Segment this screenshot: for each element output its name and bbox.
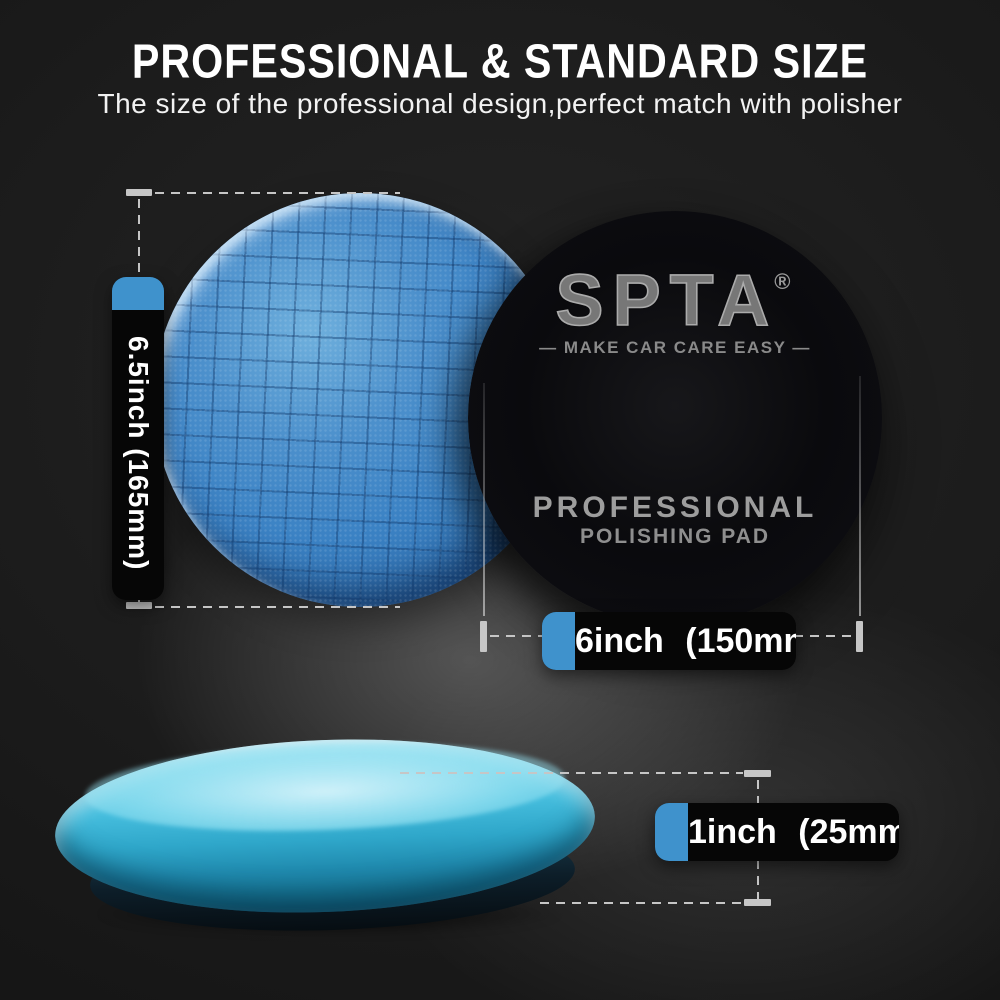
height-label-accent: [112, 277, 164, 310]
page-subtitle: The size of the professional design,perf…: [97, 88, 903, 119]
side-pad-photo: [51, 729, 600, 940]
brand-logo: SPTA: [555, 261, 779, 341]
diameter-guide-line-left: [483, 383, 485, 616]
page-title: PROFESSIONAL & STANDARD SIZE: [131, 35, 869, 89]
thickness-tick-bottom: [744, 899, 771, 906]
height-label: 6.5inch (165mm): [112, 277, 164, 600]
thickness-extension-line-bottom: [540, 902, 743, 904]
thickness-label: 1inch (25mm): [655, 803, 899, 861]
brand-logo-row: SPTA®: [468, 264, 882, 338]
thickness-label-text: 1inch (25mm): [688, 812, 899, 851]
diameter-tick-left: [480, 621, 487, 652]
height-extension-line-top: [155, 192, 400, 194]
thickness-extension-line-top: [400, 772, 743, 774]
thickness-label-accent: [655, 803, 688, 861]
height-tick-top: [126, 189, 152, 196]
registered-trademark-icon: ®: [774, 269, 791, 294]
diameter-label: 6inch (150mm): [542, 612, 796, 670]
diameter-label-accent: [542, 612, 575, 670]
back-pad-photo: SPTA® — MAKE CAR CARE EASY — PROFESSIONA…: [468, 211, 882, 625]
pad-type-subtitle: POLISHING PAD: [579, 525, 771, 548]
height-tick-bottom: [126, 602, 152, 609]
diameter-tick-right: [856, 621, 863, 652]
height-label-text: 6.5inch (165mm): [123, 335, 154, 571]
diameter-guide-line-right: [859, 376, 861, 616]
brand-tagline: — MAKE CAR CARE EASY —: [539, 338, 811, 357]
height-extension-line-bottom: [155, 606, 400, 608]
diameter-label-text: 6inch (150mm): [575, 621, 796, 660]
pad-type-title: PROFESSIONAL: [532, 491, 818, 524]
thickness-tick-top: [744, 770, 771, 777]
